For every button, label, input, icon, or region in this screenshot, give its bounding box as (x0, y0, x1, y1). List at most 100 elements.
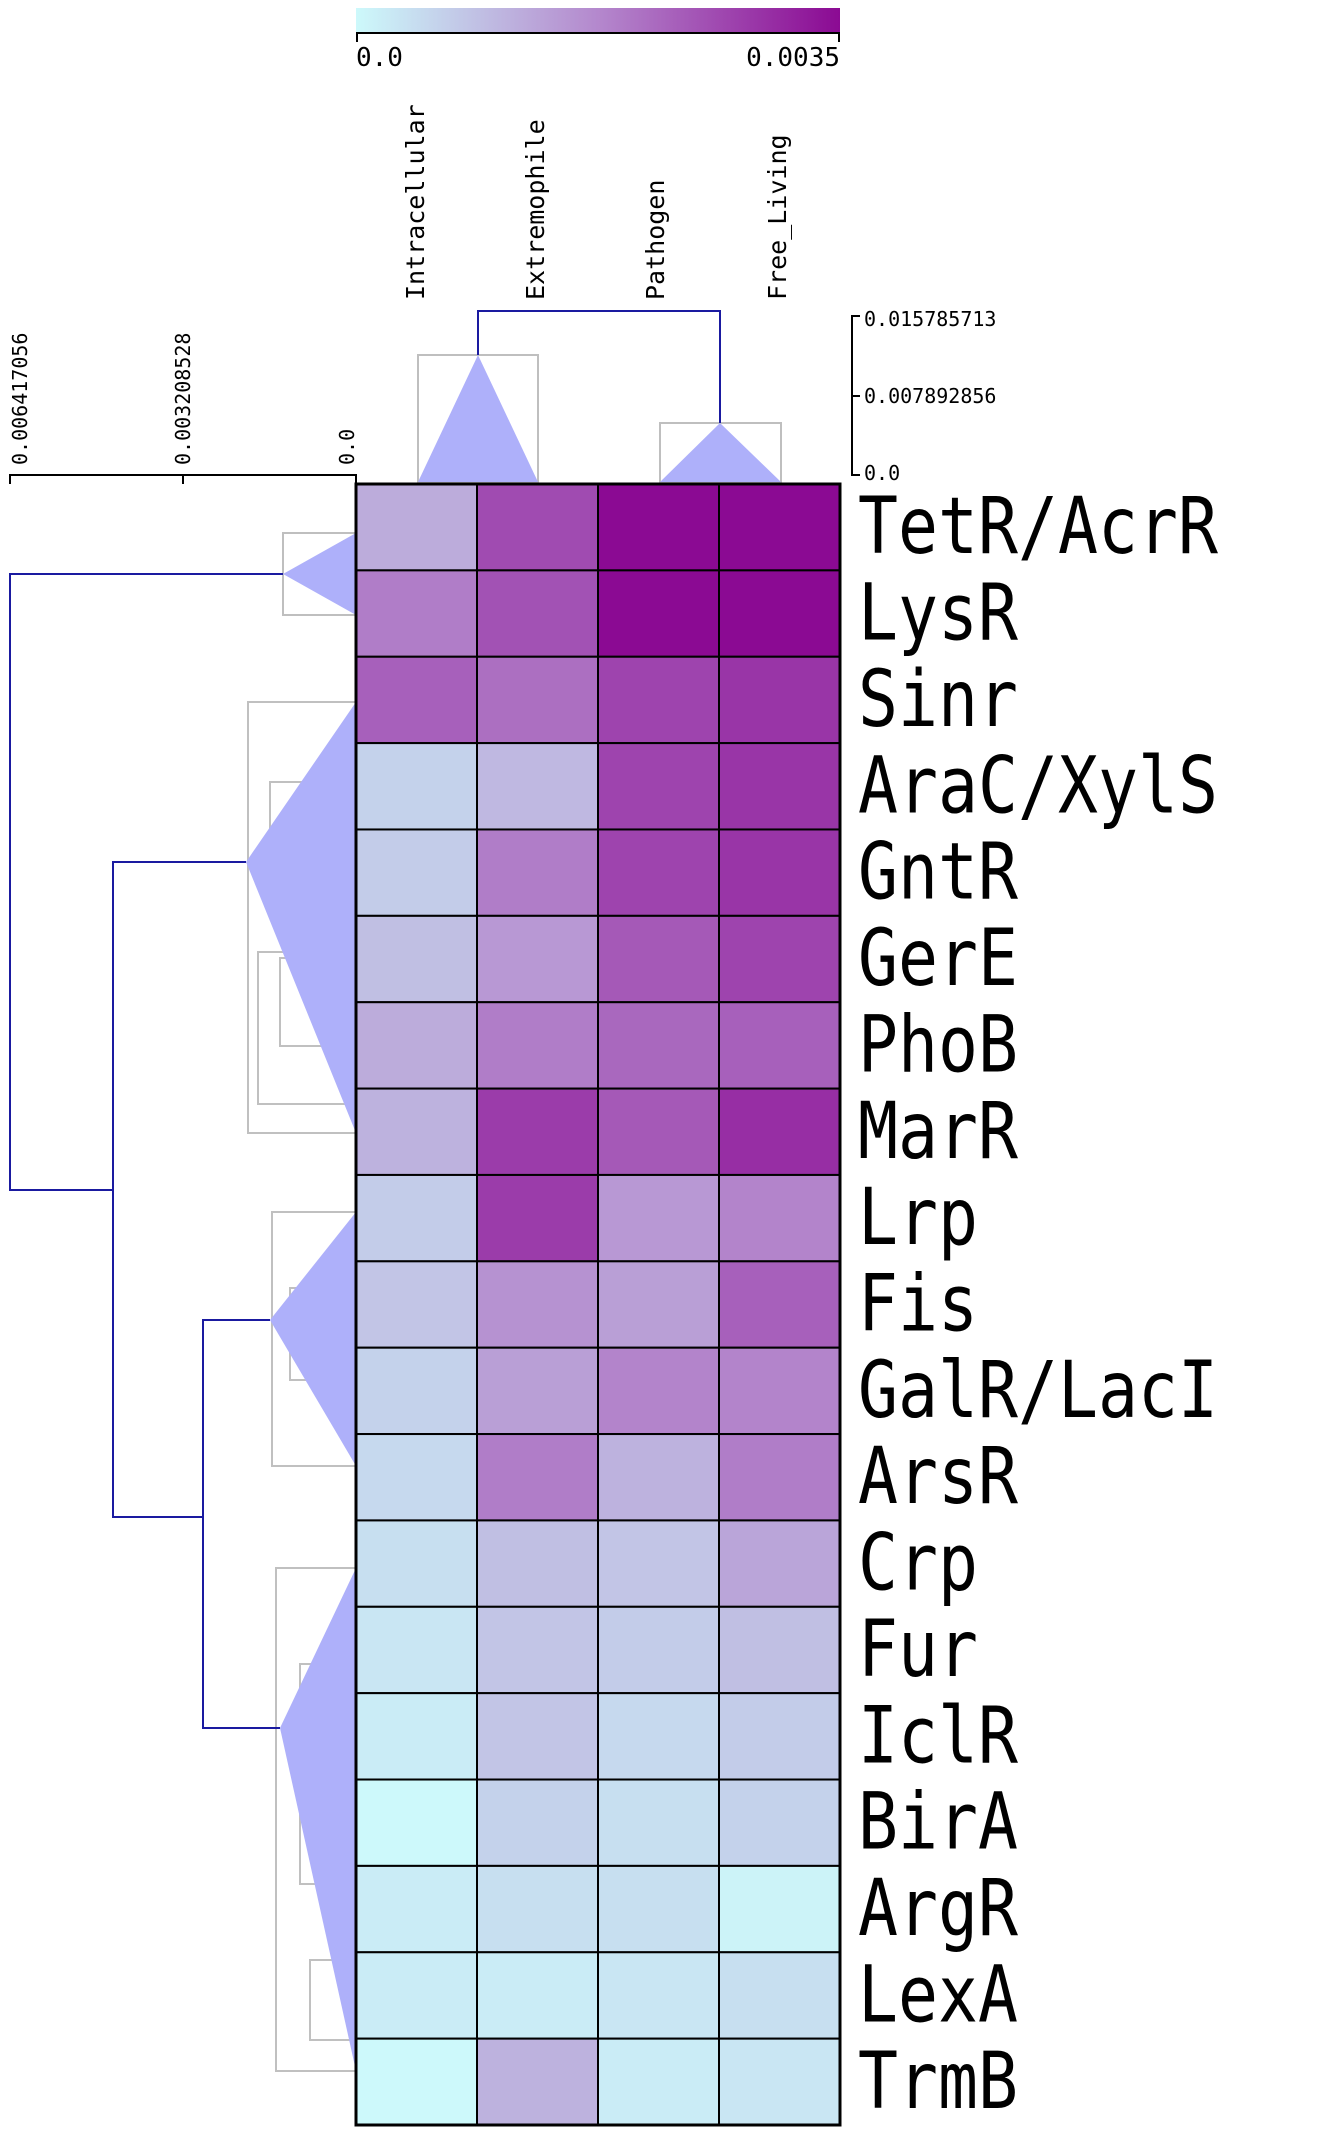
heatmap-cell (355, 655, 478, 745)
heatmap-cell (476, 1951, 599, 2040)
heatmap-cell (597, 655, 720, 745)
collapsed-cluster-triangle (418, 355, 538, 482)
heatmap-cells (355, 483, 841, 2127)
heatmap-cell (718, 1001, 841, 1090)
heatmap-cell (355, 1260, 478, 1349)
heatmap-cell (355, 742, 478, 831)
heatmap-cell (718, 1864, 841, 1954)
heatmap-cell (718, 1346, 841, 1436)
row-label: TrmB (858, 2037, 1018, 2127)
row-scale: 0.006417056 0.003208528 0.0 (8, 333, 359, 484)
row-label: ArsR (858, 1432, 1018, 1522)
heatmap-cell (355, 1605, 478, 1695)
heatmap-cell (476, 483, 599, 572)
colorbar-max-label: 0.0035 (746, 43, 840, 73)
heatmap-cell (597, 1519, 720, 1608)
heatmap-cell (718, 1605, 841, 1695)
heatmap-cell (718, 569, 841, 658)
column-dendrogram (417, 310, 782, 483)
row-labels: TetR/AcrRLysRSinrAraC/XylSGntRGerEPhoBMa… (858, 482, 1218, 2127)
row-label: ArgR (858, 1864, 1018, 1954)
heatmap-cell (597, 1692, 720, 1781)
heatmap-cell (718, 1519, 841, 1608)
row-scale-label: 0.003208528 (171, 333, 195, 465)
heatmap-cell (597, 1605, 720, 1695)
heatmap-cell (476, 1173, 599, 1263)
column-label: Intracellular (401, 104, 430, 300)
heatmap-cell (718, 483, 841, 572)
row-label: LysR (858, 569, 1018, 659)
heatmap-cell (718, 1778, 841, 1867)
heatmap-cell (476, 1864, 599, 1954)
heatmap-cell (597, 1864, 720, 1954)
row-label: GerE (858, 914, 1018, 1004)
heatmap-cell (597, 742, 720, 831)
heatmap-cell (597, 2037, 720, 2127)
heatmap-cell (597, 1173, 720, 1263)
heatmap-cell (476, 1260, 599, 1349)
heatmap-cell (476, 655, 599, 745)
collapsed-cluster-triangle (246, 702, 356, 1133)
collapsed-cluster-triangle (280, 1568, 356, 2071)
heatmap-cell (718, 1087, 841, 1176)
heatmap-cell (476, 1692, 599, 1781)
heatmap-cell (476, 742, 599, 831)
heatmap-cell (355, 1864, 478, 1954)
heatmap-cell (597, 569, 720, 658)
collapsed-cluster-triangle (660, 423, 781, 482)
heatmap-cell (718, 828, 841, 917)
heatmap-cell (597, 1001, 720, 1090)
heatmap-cell (476, 2037, 599, 2127)
row-scale-label: 0.006417056 (8, 333, 32, 465)
heatmap-cell (718, 1260, 841, 1349)
heatmap-cell (597, 914, 720, 1004)
heatmap-cell (597, 1087, 720, 1176)
heatmap-cell (718, 1173, 841, 1263)
heatmap-cell (597, 1346, 720, 1436)
collapsed-cluster-triangle (270, 1212, 356, 1466)
collapsed-cluster-triangle (283, 533, 356, 615)
row-label: MarR (858, 1087, 1018, 1177)
heatmap-cell (355, 1519, 478, 1608)
heatmap-cell (597, 1433, 720, 1522)
row-label: GntR (858, 828, 1018, 918)
heatmap-cell (597, 1951, 720, 2040)
heatmap-cell (355, 914, 478, 1004)
heatmap-cell (355, 1433, 478, 1522)
heatmap-cell (476, 1001, 599, 1090)
heatmap-cell (355, 483, 478, 572)
heatmap-cell (718, 1951, 841, 2040)
row-dendrogram (9, 532, 357, 2072)
heatmap-cell (597, 828, 720, 917)
heatmap-cell (718, 1692, 841, 1781)
column-scale-label: 0.007892856 (864, 384, 996, 408)
row-label: Lrp (858, 1173, 978, 1263)
row-label: BirA (858, 1778, 1018, 1868)
row-label: PhoB (858, 1000, 1018, 1090)
heatmap-cell (476, 828, 599, 917)
heatmap-cell (355, 828, 478, 917)
dendrogram-branches (9, 573, 283, 1729)
dendrogram-branch (477, 310, 721, 423)
heatmap-cell (718, 742, 841, 831)
column-scale: 0.015785713 0.007892856 0.0 (851, 307, 996, 485)
heatmap-cell (476, 1346, 599, 1436)
heatmap-cell (718, 1433, 841, 1522)
row-label: GalR/LacI (858, 1346, 1218, 1436)
column-label: Free_Living (763, 134, 792, 300)
heatmap-cell (355, 1778, 478, 1867)
colorbar: 0.0 0.0035 (356, 8, 840, 73)
heatmap-cell (476, 569, 599, 658)
colorbar-min-label: 0.0 (356, 43, 403, 73)
colorbar-gradient (356, 8, 840, 33)
heatmap-cell (476, 1519, 599, 1608)
heatmap-border (354, 482, 842, 2127)
heatmap-cell (476, 1605, 599, 1695)
heatmap-cell (355, 1173, 478, 1263)
heatmap-cell (355, 1346, 478, 1436)
row-label: LexA (858, 1950, 1018, 2040)
row-label: Crp (858, 1519, 978, 1609)
heatmap-cell (597, 1778, 720, 1867)
heatmap-cell (718, 2037, 841, 2127)
